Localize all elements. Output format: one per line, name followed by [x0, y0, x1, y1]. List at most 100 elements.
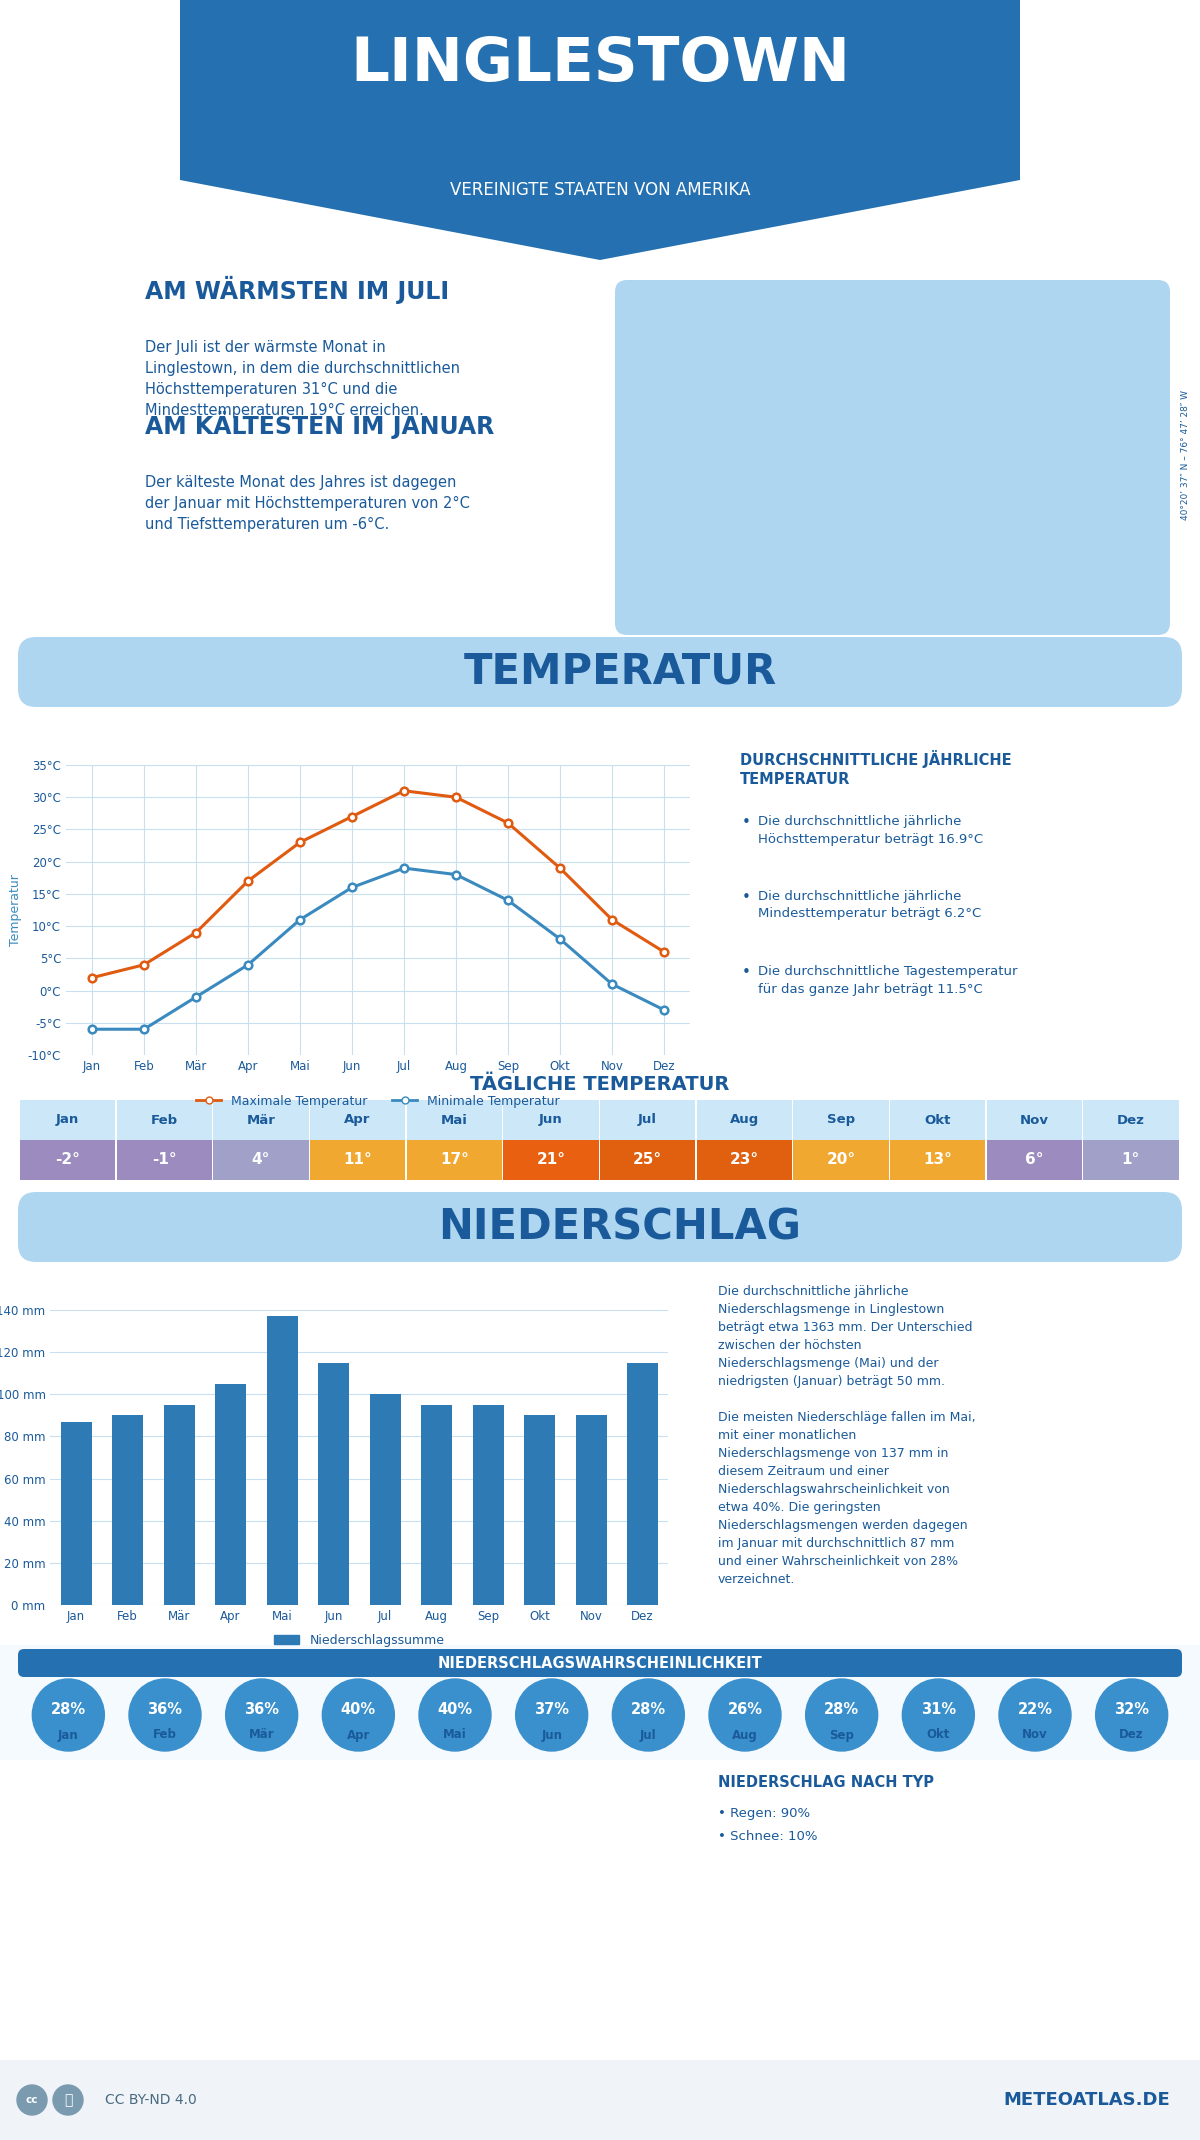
- Text: 28%: 28%: [50, 1703, 86, 1718]
- Text: Die durchschnittliche jährliche
Mindesttemperatur beträgt 6.2°C: Die durchschnittliche jährliche Mindestt…: [758, 890, 982, 920]
- Circle shape: [53, 2084, 83, 2114]
- Bar: [0, 1265, 1200, 1650]
- Bar: [576, 1415, 607, 1605]
- Text: 25°: 25°: [634, 1153, 662, 1168]
- Text: VEREINIGTE STAATEN VON AMERIKA: VEREINIGTE STAATEN VON AMERIKA: [450, 182, 750, 199]
- Text: Jun: Jun: [541, 1729, 562, 1742]
- Bar: [0, 710, 1200, 1081]
- Bar: [524, 1415, 556, 1605]
- Text: NIEDERSCHLAG NACH TYP: NIEDERSCHLAG NACH TYP: [718, 1774, 934, 1789]
- Bar: [793, 1100, 888, 1141]
- Text: AM KÄLTESTEN IM JANUAR: AM KÄLTESTEN IM JANUAR: [145, 411, 494, 439]
- Text: Nov: Nov: [1020, 1113, 1049, 1126]
- Text: 28%: 28%: [631, 1703, 666, 1718]
- FancyBboxPatch shape: [18, 1650, 1182, 1678]
- Text: TÄGLICHE TEMPERATUR: TÄGLICHE TEMPERATUR: [470, 1076, 730, 1094]
- Circle shape: [17, 2084, 47, 2114]
- Circle shape: [612, 1680, 684, 1751]
- Text: 6°: 6°: [1025, 1153, 1044, 1168]
- Text: Okt: Okt: [926, 1729, 950, 1742]
- Text: •: •: [742, 965, 751, 980]
- Text: -1°: -1°: [152, 1153, 176, 1168]
- Bar: [600, 1141, 695, 1179]
- FancyBboxPatch shape: [18, 1192, 1182, 1263]
- Bar: [1084, 1141, 1178, 1179]
- Circle shape: [130, 1680, 202, 1751]
- Bar: [628, 1363, 658, 1605]
- Text: 21°: 21°: [536, 1153, 565, 1168]
- Bar: [890, 1100, 985, 1141]
- Bar: [407, 1100, 502, 1141]
- Bar: [310, 1100, 406, 1141]
- Text: 23°: 23°: [730, 1153, 758, 1168]
- Bar: [310, 1141, 406, 1179]
- Text: Mär: Mär: [246, 1113, 275, 1126]
- Text: •: •: [742, 890, 751, 905]
- Bar: [793, 1141, 888, 1179]
- Text: 40°20’ 37″ N – 76° 47’ 28″ W: 40°20’ 37″ N – 76° 47’ 28″ W: [1181, 389, 1189, 520]
- Bar: [116, 1141, 212, 1179]
- Bar: [214, 1141, 308, 1179]
- Text: 11°: 11°: [343, 1153, 372, 1168]
- Bar: [0, 2061, 1200, 2140]
- Text: 40%: 40%: [341, 1703, 376, 1718]
- Text: NIEDERSCHLAG: NIEDERSCHLAG: [438, 1207, 802, 1248]
- Legend: Niederschlagssumme: Niederschlagssumme: [270, 1629, 450, 1652]
- Circle shape: [1096, 1680, 1168, 1751]
- Bar: [20, 1141, 115, 1179]
- Text: Okt: Okt: [924, 1113, 950, 1126]
- Circle shape: [805, 1680, 877, 1751]
- Bar: [890, 1141, 985, 1179]
- Text: Aug: Aug: [732, 1729, 758, 1742]
- Text: Dez: Dez: [1120, 1729, 1144, 1742]
- Bar: [697, 1100, 792, 1141]
- Text: DURCHSCHNITTLICHE JÄHRLICHE
TEMPERATUR: DURCHSCHNITTLICHE JÄHRLICHE TEMPERATUR: [740, 749, 1012, 788]
- Text: Apr: Apr: [347, 1729, 370, 1742]
- Text: TEMPERATUR: TEMPERATUR: [463, 651, 776, 693]
- Text: Der kälteste Monat des Jahres ist dagegen
der Januar mit Höchsttemperaturen von : Der kälteste Monat des Jahres ist dagege…: [145, 475, 470, 533]
- Bar: [266, 1316, 298, 1605]
- Bar: [407, 1141, 502, 1179]
- Text: Der Juli ist der wärmste Monat in
Linglestown, in dem die durchschnittlichen
Höc: Der Juli ist der wärmste Monat in Lingle…: [145, 340, 460, 417]
- Text: Feb: Feb: [151, 1113, 178, 1126]
- Text: Dez: Dez: [1117, 1113, 1145, 1126]
- Text: Die durchschnittliche Tagestemperatur
für das ganze Jahr beträgt 11.5°C: Die durchschnittliche Tagestemperatur fü…: [758, 965, 1018, 995]
- Text: ⓘ: ⓘ: [64, 2093, 72, 2108]
- Y-axis label: Temperatur: Temperatur: [10, 873, 23, 946]
- Text: 36%: 36%: [244, 1703, 280, 1718]
- Bar: [0, 270, 1200, 640]
- Text: Sep: Sep: [829, 1729, 854, 1742]
- Text: 36%: 36%: [148, 1703, 182, 1718]
- Bar: [0, 0, 1200, 270]
- Text: 20°: 20°: [827, 1153, 856, 1168]
- Bar: [1084, 1100, 1178, 1141]
- Bar: [370, 1395, 401, 1605]
- Text: Jul: Jul: [638, 1113, 658, 1126]
- Bar: [61, 1421, 91, 1605]
- Text: AM WÄRMSTEN IM JULI: AM WÄRMSTEN IM JULI: [145, 276, 449, 304]
- Text: -2°: -2°: [55, 1153, 80, 1168]
- Text: 28%: 28%: [824, 1703, 859, 1718]
- Circle shape: [32, 1680, 104, 1751]
- Text: Die durchschnittliche jährliche
Höchsttemperatur beträgt 16.9°C: Die durchschnittliche jährliche Höchstte…: [758, 815, 983, 845]
- Text: Sep: Sep: [827, 1113, 854, 1126]
- Text: Jan: Jan: [58, 1729, 79, 1742]
- Text: 17°: 17°: [440, 1153, 469, 1168]
- Circle shape: [516, 1680, 588, 1751]
- Text: 40%: 40%: [438, 1703, 473, 1718]
- Bar: [215, 1385, 246, 1605]
- Bar: [503, 1141, 599, 1179]
- Text: cc: cc: [25, 2095, 38, 2106]
- Bar: [318, 1363, 349, 1605]
- Bar: [214, 1100, 308, 1141]
- Text: 22%: 22%: [1018, 1703, 1052, 1718]
- Text: Nov: Nov: [1022, 1729, 1048, 1742]
- Text: 13°: 13°: [923, 1153, 952, 1168]
- Bar: [0, 1646, 1200, 1759]
- Text: Jun: Jun: [539, 1113, 563, 1126]
- Bar: [116, 1100, 212, 1141]
- Circle shape: [709, 1680, 781, 1751]
- Text: • Schnee: 10%: • Schnee: 10%: [718, 1830, 817, 1843]
- Text: 4°: 4°: [252, 1153, 270, 1168]
- Text: METEOATLAS.DE: METEOATLAS.DE: [1003, 2091, 1170, 2110]
